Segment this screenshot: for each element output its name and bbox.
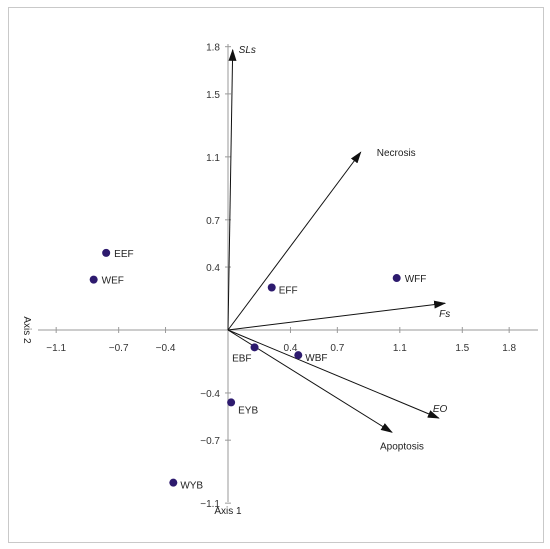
vector-arrow — [227, 151, 362, 331]
y-axis-label: Axis 2 — [21, 316, 32, 344]
x-tick-label: 1.1 — [393, 343, 407, 354]
y-tick-label: 0.7 — [206, 216, 220, 227]
y-tick-label: 1.1 — [206, 153, 220, 164]
vector-label: EO — [433, 404, 448, 415]
point-label: EFF — [279, 286, 298, 297]
data-point — [250, 343, 259, 352]
x-tick-label: 1.5 — [455, 343, 469, 354]
data-point — [169, 478, 178, 487]
point-label: EBF — [232, 353, 251, 364]
vector-label: SLs — [239, 45, 256, 56]
vector-arrow — [227, 329, 440, 419]
vector-arrow — [227, 48, 237, 331]
chart-frame — [8, 7, 544, 543]
data-point — [89, 275, 98, 284]
y-tick-label: 0.4 — [206, 263, 220, 274]
point-label: WEF — [102, 276, 124, 287]
y-tick-label: 1.5 — [206, 90, 220, 101]
x-axis-label: Axis 1 — [214, 506, 242, 517]
y-tick-label: 1.8 — [206, 43, 220, 54]
point-label: EYB — [238, 405, 258, 416]
x-tick-label: −0.4 — [156, 343, 176, 354]
y-tick-label: −0.4 — [200, 389, 220, 400]
x-tick-label: 1.8 — [502, 343, 516, 354]
x-tick-label: 0.7 — [330, 343, 344, 354]
x-tick-label: −1.1 — [46, 343, 66, 354]
x-tick-label: −0.7 — [109, 343, 129, 354]
data-point — [102, 248, 111, 257]
vector-label: Fs — [439, 309, 450, 320]
point-label: WYB — [180, 481, 203, 492]
y-tick-label: −1.1 — [200, 499, 220, 510]
vector-label: Necrosis — [377, 148, 416, 159]
y-tick-label: −0.7 — [200, 436, 220, 447]
point-label: WFF — [405, 274, 427, 285]
vector-arrow — [227, 300, 447, 331]
data-point — [227, 398, 236, 407]
data-point — [267, 283, 276, 292]
point-label: EEF — [114, 249, 133, 260]
x-tick-label: 0.4 — [284, 343, 298, 354]
point-label: WBF — [305, 353, 327, 364]
data-point — [294, 351, 303, 360]
vector-label: Apoptosis — [380, 441, 424, 452]
data-point — [392, 274, 401, 283]
